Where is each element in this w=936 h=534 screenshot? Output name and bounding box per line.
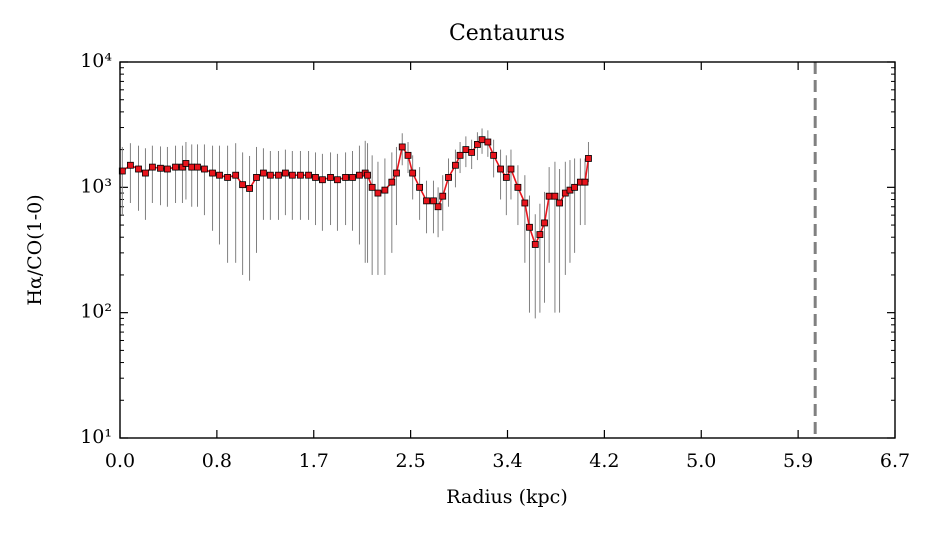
marker xyxy=(462,146,470,154)
x-axis-label: Radius (kpc) xyxy=(446,486,567,508)
marker xyxy=(556,199,563,207)
marker xyxy=(327,174,334,181)
marker xyxy=(224,174,231,181)
x-tick-label: 5.9 xyxy=(783,450,813,472)
marker xyxy=(275,171,282,179)
marker xyxy=(232,171,240,179)
marker xyxy=(297,171,304,179)
x-tick-label: 1.7 xyxy=(299,450,329,472)
marker xyxy=(246,185,253,192)
y-tick-label: 10⁴ xyxy=(80,50,112,72)
marker xyxy=(239,181,247,189)
marker xyxy=(253,174,260,181)
marker xyxy=(484,138,492,146)
marker xyxy=(135,165,142,173)
marker xyxy=(342,174,349,181)
marker xyxy=(209,169,216,177)
marker xyxy=(182,160,190,167)
marker xyxy=(514,183,522,191)
marker xyxy=(368,183,376,191)
marker xyxy=(430,197,437,205)
marker xyxy=(439,192,447,200)
x-tick-label: 3.4 xyxy=(492,450,522,472)
x-tick-label: 5.0 xyxy=(686,450,716,472)
marker xyxy=(585,155,592,162)
marker xyxy=(282,169,289,177)
marker xyxy=(468,148,476,156)
marker xyxy=(164,165,171,173)
marker xyxy=(502,174,510,181)
marker xyxy=(374,189,382,197)
marker xyxy=(194,163,201,171)
marker xyxy=(452,161,459,169)
marker xyxy=(179,163,186,171)
y-axis-label: Hα/CO(1-0) xyxy=(24,194,46,305)
marker xyxy=(398,143,406,151)
marker xyxy=(188,163,196,171)
marker xyxy=(172,163,179,171)
marker xyxy=(571,183,578,191)
x-tick-label: 4.2 xyxy=(589,450,619,472)
marker xyxy=(423,197,430,205)
data-line xyxy=(121,138,590,247)
marker xyxy=(312,174,319,181)
plot-frame xyxy=(119,61,896,439)
marker xyxy=(545,192,553,200)
marker xyxy=(388,178,396,186)
marker xyxy=(507,165,515,173)
marker xyxy=(260,169,267,177)
marker xyxy=(393,169,400,177)
y-tick-label: 10² xyxy=(80,301,112,323)
marker xyxy=(319,176,326,184)
marker xyxy=(581,178,589,186)
marker xyxy=(356,171,363,179)
x-tick-label: 0.0 xyxy=(105,450,135,472)
marker xyxy=(434,203,442,211)
marker xyxy=(404,151,412,159)
marker xyxy=(334,176,341,184)
marker xyxy=(157,164,164,172)
chart-title: Centaurus xyxy=(449,21,565,46)
marker xyxy=(416,183,423,191)
marker xyxy=(148,163,156,171)
marker xyxy=(526,223,533,231)
marker xyxy=(142,169,149,177)
marker xyxy=(536,231,544,238)
marker xyxy=(216,171,223,179)
marker xyxy=(381,186,389,194)
marker xyxy=(127,161,134,169)
x-tick-label: 0.8 xyxy=(202,450,232,472)
marker xyxy=(445,174,452,181)
marker xyxy=(478,136,486,144)
marker xyxy=(521,199,529,207)
marker xyxy=(474,141,481,148)
y-tick-label: 10¹ xyxy=(80,426,112,448)
marker xyxy=(551,192,559,200)
marker xyxy=(497,165,504,173)
marker xyxy=(409,169,417,177)
marker xyxy=(201,165,208,173)
marker xyxy=(541,219,548,227)
marker xyxy=(266,171,274,179)
y-tick-label: 10³ xyxy=(80,175,112,197)
marker xyxy=(456,151,464,159)
marker xyxy=(490,151,498,159)
marker xyxy=(349,174,356,181)
marker xyxy=(364,171,371,179)
x-tick-label: 6.7 xyxy=(880,450,910,472)
marker xyxy=(305,171,312,179)
x-tick-label: 2.5 xyxy=(396,450,426,472)
marker xyxy=(531,241,539,248)
marker xyxy=(288,171,296,179)
